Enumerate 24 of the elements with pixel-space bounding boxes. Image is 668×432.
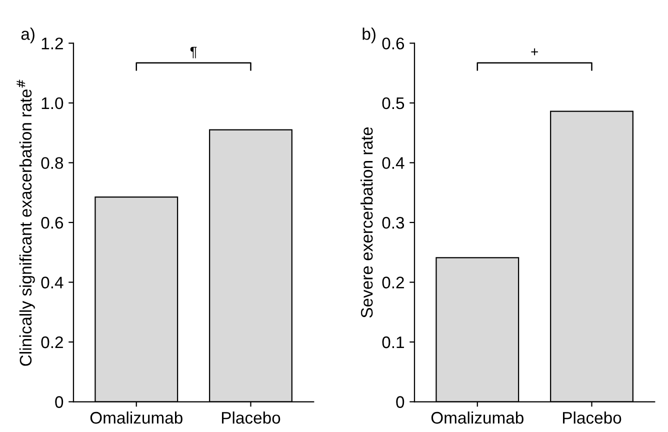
annotation: ¶: [190, 46, 197, 58]
y-axis-title: Clinically significant exacerbation rate$^{#}$: [16, 80, 35, 366]
x-tick-label: Placebo: [222, 411, 280, 424]
y-tick-label: 0.4: [41, 276, 64, 288]
y-tick-label: 0.6: [41, 216, 64, 229]
y-tick-label: 0: [55, 396, 64, 408]
y-tick-label: 0: [396, 396, 404, 408]
x-tick-label: Omalizumab: [90, 411, 182, 424]
x-tick-label: Placebo: [563, 411, 622, 424]
text: a): [21, 28, 34, 44]
y-tick-label: 0.8: [41, 157, 64, 169]
y-tick-label: 0.3: [382, 216, 404, 229]
x-tick-label: Omalizumab: [431, 411, 524, 424]
y-tick-label: 0.2: [382, 276, 404, 288]
y-tick-label: 0.4: [382, 157, 404, 169]
y-tick-label: 0.6: [382, 38, 404, 50]
y-tick-label: 0.2: [41, 336, 63, 348]
y-tick-label: 0.1: [382, 336, 404, 348]
annotation: +: [531, 48, 538, 56]
y-tick-label: 1.2: [42, 38, 63, 50]
y-axis-title: Severe exercerbation rate: [360, 127, 373, 318]
y-tick-label: 0.5: [382, 97, 404, 110]
y-tick-label: 1.0: [42, 97, 64, 110]
text: b): [362, 28, 376, 44]
